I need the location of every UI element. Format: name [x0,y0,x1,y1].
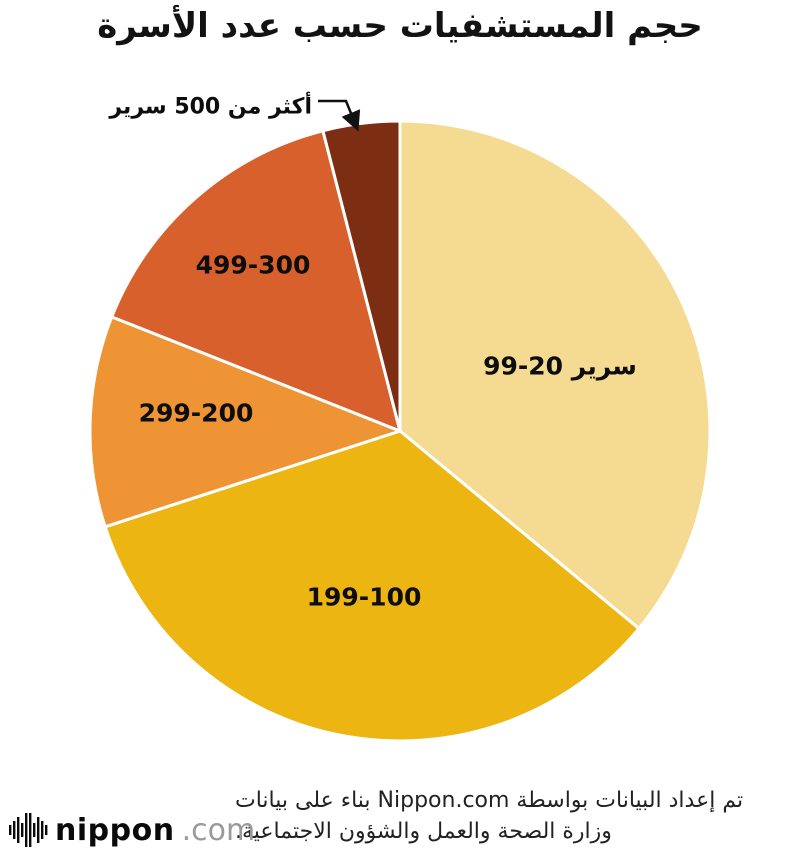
callout-line [318,99,361,132]
pie-segment-2 [88,315,402,529]
attribution-text: تم إعداد البيانات بواسطة Nippon.com بناء… [235,786,792,848]
pie-segments-group [88,119,712,743]
nippon-logo-tld: .com [181,812,256,848]
attribution-line-2: وزارة الصحة والعمل والشؤون الاجتماعية. [235,818,612,844]
pie-segment-0 [398,119,712,631]
nippon-logo-bars-icon [9,813,48,847]
chart-title: حجم المستشفيات حسب عدد الأسرة [97,6,703,46]
pie-segment-3 [110,129,402,433]
nippon-logo[interactable]: nippon .com [8,810,255,850]
pie-segment-1 [103,429,641,743]
slice-label-20-99-beds: 99-20 سرير [483,351,637,381]
slice-label-over-500-beds: أكثر من 500 سرير [109,94,312,120]
attribution-line-1: تم إعداد البيانات بواسطة Nippon.com بناء… [235,788,744,813]
slice-label-100-199-beds: 199-100 [306,582,422,612]
slice-label-300-499-beds: 499-300 [195,250,311,280]
pie-segment-4 [321,119,402,433]
nippon-logo-name: nippon [55,812,175,848]
slice-label-200-299-beds: 299-200 [138,398,254,428]
